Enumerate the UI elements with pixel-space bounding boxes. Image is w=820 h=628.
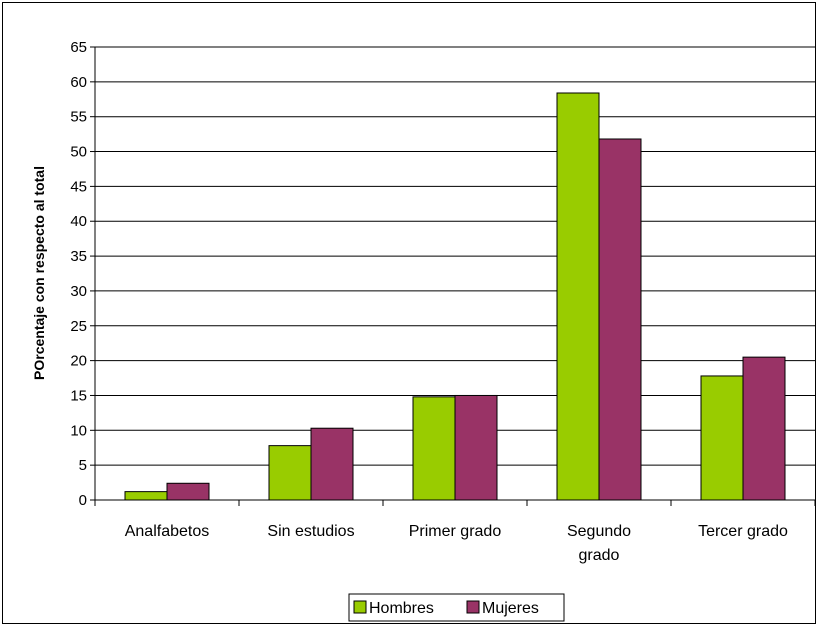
bar-mujeres xyxy=(454,394,498,501)
legend-swatch-hombres xyxy=(353,600,367,614)
y-tick-label: 5 xyxy=(79,457,87,474)
y-tick-label: 35 xyxy=(70,248,87,265)
bar-mujeres xyxy=(166,482,210,501)
x-category-label: Analfabetos xyxy=(125,523,210,540)
y-tick-label: 55 xyxy=(70,109,87,126)
y-tick-label: 60 xyxy=(70,74,87,91)
axes xyxy=(94,47,815,501)
y-tick-label: 65 xyxy=(70,39,87,56)
bar-hombres xyxy=(700,375,744,501)
legend-label-hombres: Hombres xyxy=(369,600,434,617)
x-category-label: Sin estudios xyxy=(267,523,354,540)
x-category-label: Segundo grado xyxy=(567,523,631,564)
y-tick-label: 40 xyxy=(70,213,87,230)
y-tick-label: 45 xyxy=(70,178,87,195)
y-tick-label: 10 xyxy=(70,422,87,439)
y-tick-label: 15 xyxy=(70,387,87,404)
legend-label-mujeres: Mujeres xyxy=(482,600,539,617)
y-ticks: 0 5 10 15 20 25 30 35 40 45 50 55 60 65 xyxy=(70,39,95,509)
y-tick-label: 0 xyxy=(79,492,87,509)
x-ticks: Analfabetos Sin estudios Primer grado Segun… xyxy=(94,500,816,564)
bar-hombres xyxy=(556,92,600,501)
legend-box xyxy=(348,593,565,622)
y-tick-label: 50 xyxy=(70,144,87,161)
bar-hombres xyxy=(124,491,168,501)
y-tick-label: 25 xyxy=(70,318,87,335)
bar-hombres xyxy=(268,445,312,501)
y-tick-label: 20 xyxy=(70,353,87,370)
bar-mujeres xyxy=(310,427,354,501)
legend: Hombres Mujeres xyxy=(348,593,565,622)
y-axis-label: POrcentaje con respecto al total xyxy=(31,166,47,380)
x-category-label: Primer grado xyxy=(409,523,502,540)
gridlines xyxy=(95,46,815,466)
bar-mujeres xyxy=(742,356,786,501)
bar-mujeres xyxy=(598,138,642,501)
y-tick-label: 30 xyxy=(70,283,87,300)
bar-hombres xyxy=(412,396,456,501)
legend-swatch-mujeres xyxy=(466,600,480,614)
x-category-label: Tercer grado xyxy=(698,523,788,540)
bars xyxy=(124,92,786,501)
